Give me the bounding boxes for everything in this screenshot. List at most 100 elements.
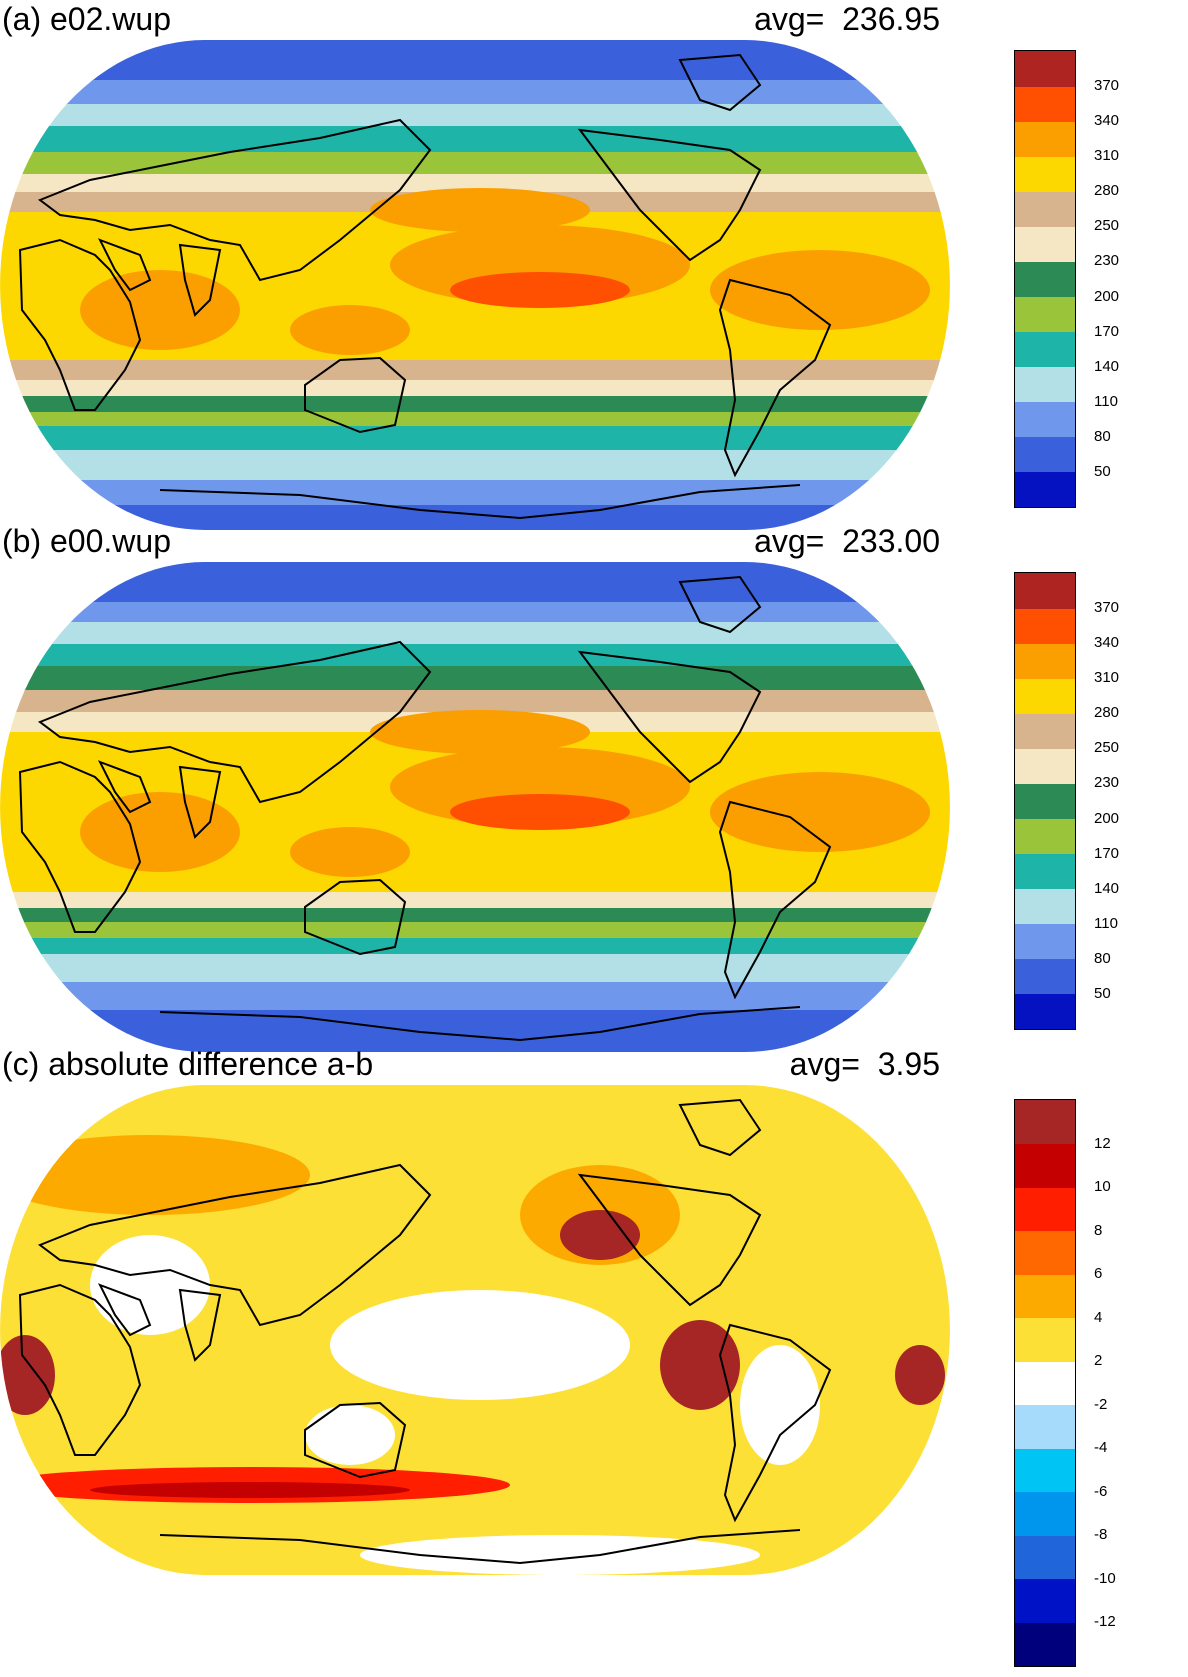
coastline [159,1006,801,1042]
colorbar-tick-label: 2 [1094,1352,1103,1370]
field-band [0,126,950,153]
coastline [18,238,142,411]
colorbar [1014,50,1076,508]
average-readout: avg= 3.95 [790,1047,940,1081]
coastline [577,128,762,262]
panel-c: (c) absolute difference a-b avg= 3.95 -1… [0,1045,1188,1677]
coastline [37,1163,432,1327]
colorbar-tick-label: 340 [1094,112,1120,130]
colorbar-box [1015,643,1075,679]
coastline [97,760,222,839]
field-band [0,360,950,381]
colorbar-tick-label: 370 [1094,599,1120,617]
avg-label: avg= [789,1046,860,1082]
field-patch [710,250,930,330]
coastline [718,800,832,1000]
field-band [0,412,950,427]
field-band [0,908,950,923]
colorbar-box [1015,1491,1075,1536]
colorbar-box [1015,51,1075,87]
colorbar-box [1015,1230,1075,1275]
colorbar-tick-label: 340 [1094,634,1120,652]
colorbar-box [1015,1317,1075,1362]
field-band [0,690,950,713]
colorbar-box [1015,888,1075,925]
colorbar-box [1015,121,1075,157]
field-patch [560,1210,640,1260]
field-band [0,396,950,413]
colorbar-box [1015,156,1075,192]
coastline [304,356,407,434]
field-band [0,666,950,691]
coastline [159,484,801,520]
colorbar-box [1015,191,1075,227]
colorbar-box [1015,226,1075,262]
colorbar-box [1015,713,1075,749]
field-band [0,602,950,623]
coastline [304,878,407,956]
field-patch [90,1482,410,1498]
colorbar-box [1015,958,1075,995]
colorbar-tick-label: 170 [1094,844,1120,862]
field-band [0,562,950,603]
field-band [0,622,950,645]
panel-title: (a) e02.wup [2,1,171,37]
colorbar-box [1015,401,1075,438]
colorbar-tick-label: -4 [1094,1439,1108,1457]
field-patch [0,1135,310,1215]
field-patch [90,1235,210,1335]
field-patch [710,772,930,852]
colorbar-tick-label: 200 [1094,287,1120,305]
colorbar-tick-label: 280 [1094,182,1120,200]
colorbar-box [1015,1100,1075,1145]
colorbar-tick-label: 110 [1094,914,1118,932]
field-band [0,450,950,481]
avg-value: 3.95 [877,1046,940,1082]
field-band [0,426,950,451]
field-patch [740,1345,820,1465]
field-patch [80,792,240,872]
field-band [0,982,950,1011]
coastline [678,53,762,112]
panel-title: (b) e00.wup [2,523,171,559]
field-band [0,152,950,175]
coastline [304,1401,407,1479]
field-band [0,954,950,983]
colorbar-tick-label: 310 [1094,147,1120,165]
colorbar-box [1015,1143,1075,1188]
colorbar-tick-label: 250 [1094,739,1120,757]
colorbar-box [1015,1622,1075,1667]
colorbar-box [1015,86,1075,122]
field-patch [895,1345,945,1405]
colorbar-box [1015,471,1075,508]
colorbar-tick-label: -10 [1094,1569,1116,1587]
colorbar-box [1015,261,1075,298]
colorbar-tick-label: 200 [1094,809,1120,827]
field-band [0,644,950,667]
colorbar-tick-label: 6 [1094,1265,1103,1283]
panel-title: (c) absolute difference a-b [2,1046,374,1082]
coastline [718,1323,832,1523]
coastline [678,575,762,634]
colorbar-tick-label: 80 [1094,427,1111,445]
colorbar-tick-label: 250 [1094,217,1120,235]
colorbar-box [1015,1274,1075,1319]
colorbar-box [1015,1448,1075,1493]
colorbar-box [1015,993,1075,1030]
avg-value: 233.00 [842,523,940,559]
colorbar-box [1015,436,1075,473]
avg-label: avg= [754,523,825,559]
coastline [37,118,432,282]
coastline [97,238,222,317]
colorbar-tick-label: 4 [1094,1308,1103,1326]
coastline [37,640,432,804]
coastline [97,1283,222,1362]
colorbar [1014,1099,1076,1667]
colorbar-tick-label: 140 [1094,879,1120,897]
field-band [0,40,950,81]
field-band [0,938,950,955]
field-patch [305,1405,395,1465]
colorbar-tick-label: 80 [1094,949,1111,967]
colorbar-box [1015,923,1075,960]
colorbar-tick-label: 170 [1094,322,1120,340]
